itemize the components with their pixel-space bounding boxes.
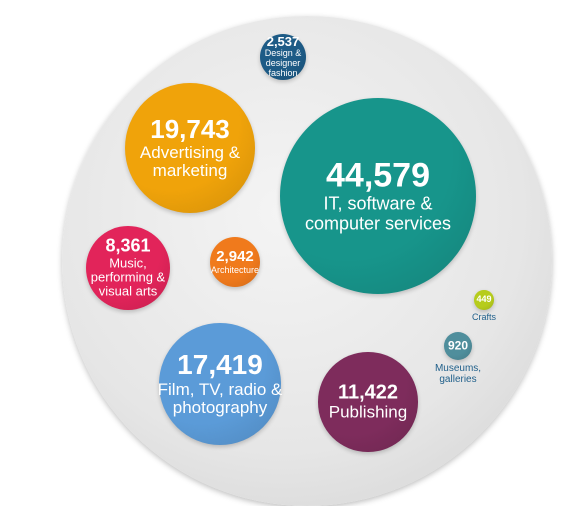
- bubble: [318, 352, 418, 452]
- bubble-label: 44,579 IT, software & computer services: [288, 156, 468, 235]
- value-label: 920: [447, 338, 469, 353]
- bubble: [209, 236, 261, 288]
- category-label: Music, performing & visual arts: [90, 255, 166, 300]
- bubble-label: 19,743 Advertising & marketing: [130, 115, 250, 181]
- bubble: [124, 82, 256, 214]
- value-label: 11,422: [337, 381, 399, 404]
- bubble: [158, 322, 282, 446]
- bubble-label: 920: [428, 339, 488, 352]
- bubble: [443, 331, 473, 361]
- value-label: 2,942: [216, 247, 254, 265]
- bubble-label: 449: [464, 294, 504, 305]
- bubble-label: 11,422 Publishing: [318, 382, 418, 423]
- bubble: [474, 290, 494, 310]
- bubble-label: 2,537 Design & designer fashion: [261, 34, 305, 79]
- category-label: IT, software & computer services: [304, 193, 452, 234]
- category-label: Film, TV, radio & photography: [157, 379, 283, 418]
- bubble: [85, 225, 171, 311]
- category-label: Advertising & marketing: [139, 142, 241, 181]
- value-label: 19,743: [150, 114, 230, 145]
- category-label: Museums, galleries: [434, 363, 482, 386]
- category-label: Crafts: [471, 311, 496, 322]
- value-label: 8,361: [105, 235, 151, 256]
- value-label: 2,537: [266, 34, 300, 50]
- category-label: Design & designer fashion: [264, 48, 302, 79]
- value-label: 17,419: [177, 348, 263, 380]
- value-label: 44,579: [326, 156, 430, 195]
- bubble-label: 8,361 Music, performing & visual arts: [88, 235, 168, 300]
- bubble: [280, 98, 476, 294]
- value-label: 449: [476, 294, 492, 305]
- bubble: [259, 33, 307, 81]
- bubble-label: 2,942 Architecture: [205, 247, 265, 275]
- category-label: Publishing: [328, 402, 408, 422]
- category-label: Architecture: [210, 264, 260, 275]
- bubble-label: 17,419 Film, TV, radio & photography: [155, 348, 285, 418]
